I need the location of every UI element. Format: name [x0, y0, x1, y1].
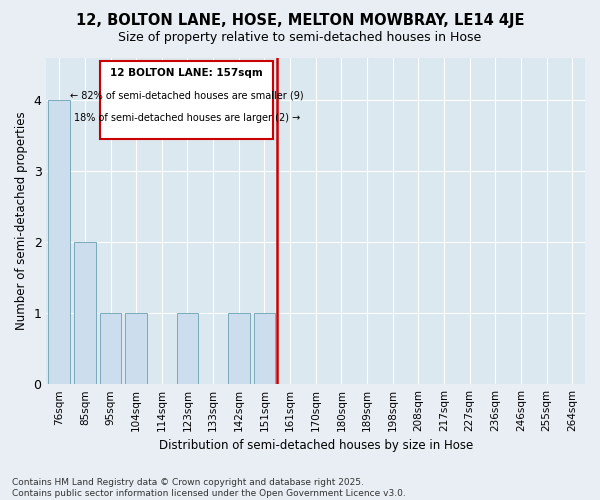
Bar: [125, 313, 147, 384]
FancyBboxPatch shape: [100, 61, 274, 139]
Text: 12 BOLTON LANE: 157sqm: 12 BOLTON LANE: 157sqm: [110, 68, 263, 78]
Text: Contains HM Land Registry data © Crown copyright and database right 2025.
Contai: Contains HM Land Registry data © Crown c…: [12, 478, 406, 498]
X-axis label: Distribution of semi-detached houses by size in Hose: Distribution of semi-detached houses by …: [158, 440, 473, 452]
Bar: [176, 313, 199, 384]
Text: 18% of semi-detached houses are larger (2) →: 18% of semi-detached houses are larger (…: [74, 113, 300, 123]
Y-axis label: Number of semi-detached properties: Number of semi-detached properties: [15, 112, 28, 330]
Bar: [49, 100, 70, 384]
Bar: [100, 313, 121, 384]
Bar: [254, 313, 275, 384]
Text: ← 82% of semi-detached houses are smaller (9): ← 82% of semi-detached houses are smalle…: [70, 90, 304, 101]
Text: Size of property relative to semi-detached houses in Hose: Size of property relative to semi-detach…: [118, 31, 482, 44]
Text: 12, BOLTON LANE, HOSE, MELTON MOWBRAY, LE14 4JE: 12, BOLTON LANE, HOSE, MELTON MOWBRAY, L…: [76, 12, 524, 28]
Bar: [74, 242, 96, 384]
Bar: [228, 313, 250, 384]
